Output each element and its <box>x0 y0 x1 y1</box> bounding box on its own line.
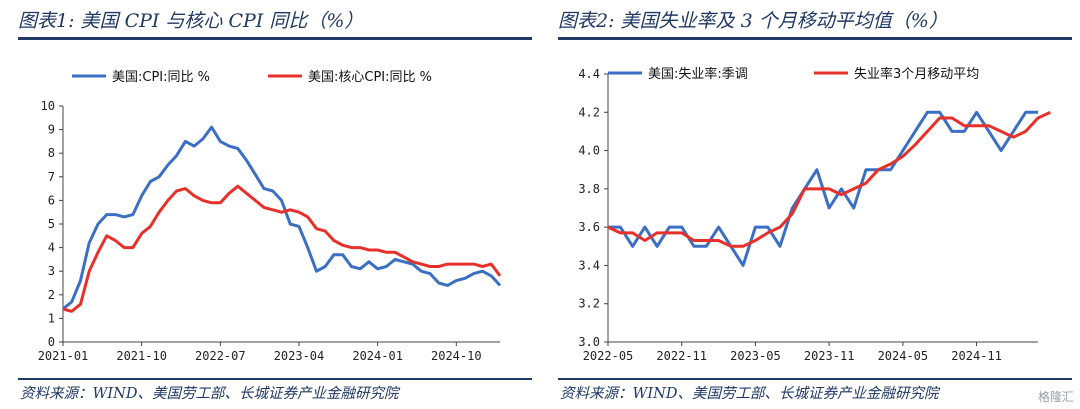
chart1-title: 图表1: 美国 CPI 与核心 CPI 同比（%） <box>18 10 364 32</box>
x-tick-label: 2022-07 <box>195 349 246 363</box>
unemployment-line-chart: 3.0 3.2 3.4 3.6 3.8 4.0 4.2 4.4 2022-05 2022-11 20… <box>578 66 1051 363</box>
y-tick-label: 4 <box>48 241 55 255</box>
y-tick-label: 2 <box>48 288 55 302</box>
series-line-2 <box>607 110 1051 248</box>
x-tick-label: 2024-01 <box>352 349 403 363</box>
y-tick-label: 3.0 <box>578 335 600 349</box>
y-tick-label: 6 <box>48 193 55 207</box>
source-rule <box>18 378 532 380</box>
x-tick-label: 2023-05 <box>730 349 781 363</box>
y-tick-label: 3.6 <box>578 220 600 234</box>
unemployment-chart-panel: 图表2: 美国失业率及 3 个月移动平均值（%） 3.0 3.2 3.4 3.6 3.8… <box>540 0 1080 409</box>
x-tick-label: 2022-11 <box>656 349 707 363</box>
y-tick-label: 4.0 <box>578 144 600 158</box>
legend-label-2: 美国:核心CPI:同比 % <box>308 70 432 85</box>
x-tick-label: 2024-05 <box>878 349 929 363</box>
legend-label-2: 失业率3个月移动平均 <box>854 66 979 82</box>
legend-label-1: 美国:CPI:同比 % <box>112 70 210 85</box>
cpi-line-chart: 0 1 2 3 4 5 6 7 8 9 10 2021-01 2021-10 2022-07 2023-04… <box>38 70 502 363</box>
series-line-2 <box>62 184 502 313</box>
chart2-title: 图表2: 美国失业率及 3 个月移动平均值（%） <box>558 10 948 32</box>
title-rule <box>18 37 532 40</box>
x-tick-label: 2022-05 <box>583 349 634 363</box>
x-tick-label: 2021-01 <box>38 349 89 363</box>
cpi-chart-panel: 图表1: 美国 CPI 与核心 CPI 同比（%） 0 1 2 3 4 5 6 7 8 9 10 20… <box>18 10 532 402</box>
legend-label-1: 美国:失业率:季调 <box>648 66 748 82</box>
source-rule <box>558 378 1072 380</box>
y-tick-label: 5 <box>48 217 55 231</box>
y-tick-label: 4.2 <box>578 105 600 119</box>
y-tick-label: 4.4 <box>578 67 600 81</box>
y-tick-label: 3 <box>48 264 55 278</box>
x-tick-label: 2021-10 <box>116 349 167 363</box>
series-line-1 <box>62 125 502 311</box>
chart2-source: 资料来源：WIND、美国劳工部、长城证券产业金融研究院 <box>560 386 939 402</box>
x-tick-label: 2023-11 <box>804 349 855 363</box>
watermark-logo: 格隆汇 <box>1037 390 1074 404</box>
y-tick-label: 0 <box>48 335 55 349</box>
chart1-source: 资料来源：WIND、美国劳工部、长城证券产业金融研究院 <box>20 386 399 402</box>
y-tick-label: 9 <box>48 123 55 137</box>
title-rule <box>558 37 1072 40</box>
y-tick-label: 1 <box>48 311 55 325</box>
y-tick-label: 3.4 <box>578 258 600 272</box>
y-tick-label: 3.2 <box>578 297 600 311</box>
x-tick-label: 2024-11 <box>951 349 1002 363</box>
x-tick-label: 2023-04 <box>274 349 325 363</box>
y-tick-label: 7 <box>48 170 55 184</box>
y-tick-label: 8 <box>48 146 55 160</box>
x-tick-label: 2024-10 <box>431 349 482 363</box>
y-tick-label: 10 <box>41 99 55 113</box>
y-tick-label: 3.8 <box>578 182 600 196</box>
